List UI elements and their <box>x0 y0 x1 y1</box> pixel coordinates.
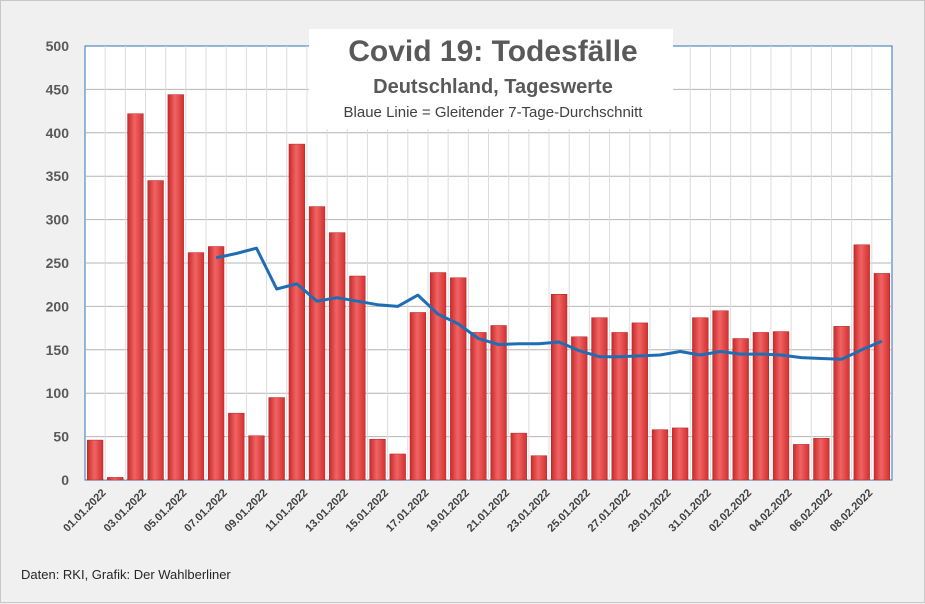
bar <box>853 244 870 481</box>
x-tick-label: 31.01.2022 <box>666 487 713 534</box>
bar <box>873 273 891 481</box>
bar <box>228 412 245 481</box>
bar <box>167 94 184 481</box>
bar <box>510 432 527 481</box>
bar <box>450 277 467 481</box>
moving-average-line <box>215 246 883 361</box>
bar <box>772 331 790 481</box>
bar <box>389 453 406 481</box>
bar <box>591 317 608 481</box>
bar <box>208 246 225 481</box>
bar <box>127 113 144 481</box>
bar <box>571 336 588 481</box>
x-tick-label: 15.01.2022 <box>344 487 391 534</box>
chart-note: Blaue Linie = Gleitender 7-Tage-Durchsch… <box>344 104 644 121</box>
bar <box>187 252 205 481</box>
bar <box>288 143 305 481</box>
x-tick-label: 19.01.2022 <box>424 487 471 534</box>
bar <box>268 397 285 481</box>
y-tick-label: 150 <box>46 342 70 358</box>
bar <box>752 332 769 481</box>
x-tick-label: 07.01.2022 <box>182 487 229 534</box>
bar <box>712 310 729 481</box>
bar <box>793 444 810 481</box>
y-tick-label: 200 <box>46 298 70 314</box>
bar <box>147 180 164 481</box>
chart-subtitle: Deutschland, Tageswerte <box>373 76 613 98</box>
bar <box>86 439 104 481</box>
x-tick-label: 08.02.2022 <box>828 487 875 534</box>
y-axis: 0 50 100 150 200 250 300 350 400 450 500 <box>46 38 70 488</box>
title-block: Covid 19: Todesfälle Deutschland, Tagesw… <box>309 29 673 129</box>
bar <box>470 332 487 481</box>
bar <box>248 435 265 481</box>
bar <box>611 332 628 481</box>
y-tick-label: 400 <box>46 125 70 141</box>
x-tick-label: 17.01.2022 <box>384 487 431 534</box>
x-tick-label: 13.01.2022 <box>303 487 350 534</box>
bar <box>631 322 648 481</box>
x-tick-label: 04.02.2022 <box>747 487 794 534</box>
y-tick-label: 500 <box>46 38 70 54</box>
x-tick-label: 02.02.2022 <box>707 487 754 534</box>
bar <box>490 325 507 481</box>
y-tick-label: 350 <box>46 168 70 184</box>
bar <box>329 232 346 481</box>
x-tick-label: 29.01.2022 <box>626 487 673 534</box>
bar <box>550 293 568 481</box>
source-note: Daten: RKI, Grafik: Der Wahlberliner <box>21 567 231 582</box>
x-tick-label: 27.01.2022 <box>586 487 633 534</box>
y-tick-label: 50 <box>53 429 69 445</box>
bar <box>409 312 427 481</box>
y-tick-label: 450 <box>46 81 70 97</box>
bar-series <box>86 94 891 481</box>
bar <box>692 317 709 481</box>
y-tick-label: 300 <box>46 212 70 228</box>
x-tick-label: 09.01.2022 <box>223 487 270 534</box>
y-tick-label: 0 <box>61 472 69 488</box>
bar <box>308 206 326 481</box>
bar <box>429 272 447 481</box>
y-tick-label: 100 <box>46 385 70 401</box>
bar <box>107 477 124 481</box>
x-axis: 01.01.202203.01.202205.01.202207.01.2022… <box>61 487 875 534</box>
bar <box>833 326 850 481</box>
x-tick-label: 03.01.2022 <box>102 487 149 534</box>
bar <box>672 427 689 481</box>
x-tick-label: 21.01.2022 <box>465 487 512 534</box>
x-tick-label: 05.01.2022 <box>142 487 189 534</box>
x-tick-label: 25.01.2022 <box>545 487 592 534</box>
bar <box>369 438 386 481</box>
average-line-series <box>215 246 883 361</box>
x-tick-label: 01.01.2022 <box>61 487 108 534</box>
x-tick-label: 23.01.2022 <box>505 487 552 534</box>
x-tick-label: 06.02.2022 <box>788 487 835 534</box>
bar <box>651 429 669 481</box>
title-background <box>309 29 673 129</box>
bar <box>349 275 366 481</box>
bar <box>732 338 749 481</box>
y-tick-label: 250 <box>46 255 70 271</box>
bar <box>530 455 548 481</box>
chart-title: Covid 19: Todesfälle <box>348 35 638 68</box>
bar <box>813 438 830 481</box>
